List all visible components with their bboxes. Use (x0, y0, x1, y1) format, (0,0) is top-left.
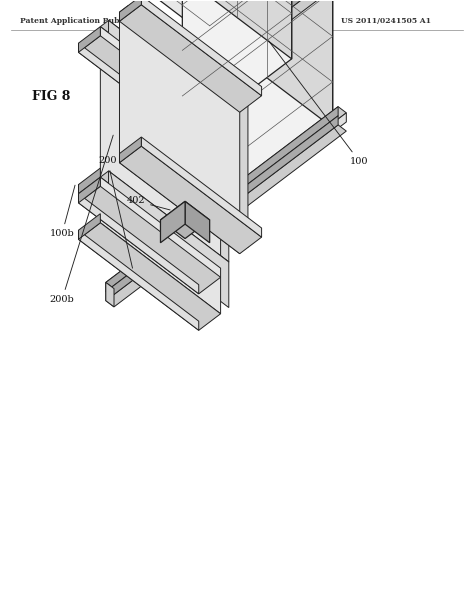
Polygon shape (210, 0, 333, 221)
Polygon shape (182, 0, 292, 142)
Polygon shape (119, 12, 240, 254)
Polygon shape (79, 194, 199, 294)
Text: US 2011/0241505 A1: US 2011/0241505 A1 (341, 17, 431, 25)
Text: 200: 200 (98, 156, 133, 268)
Polygon shape (79, 185, 199, 285)
Polygon shape (79, 36, 220, 144)
Polygon shape (79, 230, 199, 331)
Polygon shape (264, 27, 270, 41)
Polygon shape (128, 6, 248, 247)
Polygon shape (161, 202, 185, 243)
Text: 200b: 200b (50, 135, 113, 304)
Polygon shape (114, 27, 270, 145)
Polygon shape (119, 146, 262, 254)
Polygon shape (100, 20, 229, 118)
Text: 403: 403 (0, 610, 1, 611)
Polygon shape (106, 0, 346, 154)
Polygon shape (79, 27, 100, 53)
Polygon shape (141, 137, 262, 237)
Polygon shape (182, 0, 292, 59)
Polygon shape (79, 168, 100, 194)
Polygon shape (100, 0, 333, 38)
Text: 100: 100 (269, 41, 369, 166)
Polygon shape (100, 177, 220, 314)
Polygon shape (106, 0, 346, 136)
Polygon shape (114, 0, 346, 145)
Text: 402: 402 (127, 196, 170, 210)
Polygon shape (106, 130, 114, 154)
Polygon shape (109, 171, 229, 307)
Polygon shape (106, 282, 114, 307)
Polygon shape (106, 107, 338, 291)
Polygon shape (100, 171, 229, 268)
Polygon shape (223, 0, 333, 128)
Polygon shape (106, 282, 114, 298)
Text: 100b: 100b (50, 185, 75, 238)
Polygon shape (79, 177, 220, 285)
Polygon shape (79, 223, 220, 331)
Polygon shape (141, 0, 262, 96)
Polygon shape (161, 202, 210, 238)
Polygon shape (79, 214, 100, 240)
Polygon shape (100, 27, 220, 268)
Polygon shape (106, 115, 338, 301)
Polygon shape (119, 0, 141, 21)
Polygon shape (109, 20, 229, 262)
Polygon shape (185, 202, 210, 243)
Text: 401: 401 (0, 610, 1, 611)
Polygon shape (106, 0, 338, 148)
Polygon shape (119, 6, 248, 103)
Polygon shape (79, 177, 100, 203)
Polygon shape (114, 27, 264, 150)
Polygon shape (106, 107, 346, 288)
Text: FIG 8: FIG 8 (32, 90, 71, 103)
Polygon shape (119, 5, 262, 112)
Polygon shape (119, 137, 141, 163)
Polygon shape (106, 125, 346, 307)
Text: Sheet 8 of 8: Sheet 8 of 8 (268, 17, 319, 25)
Text: 300: 300 (0, 610, 1, 611)
Polygon shape (114, 113, 346, 298)
Text: Patent Application Publication: Patent Application Publication (20, 17, 152, 25)
Text: Oct. 6, 2011: Oct. 6, 2011 (190, 17, 242, 25)
Polygon shape (106, 130, 114, 145)
Polygon shape (106, 0, 338, 139)
Polygon shape (79, 186, 220, 294)
Polygon shape (79, 43, 199, 144)
